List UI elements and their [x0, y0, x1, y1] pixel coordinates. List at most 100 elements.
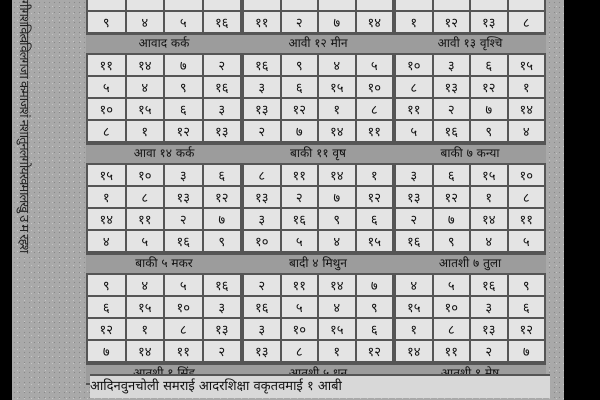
square-cell — [203, 0, 240, 10]
square-cell: ९ — [319, 209, 355, 229]
square-cell: ८ — [88, 121, 125, 141]
square-cell — [244, 0, 280, 10]
square-cell: ६ — [88, 297, 125, 317]
square-cell: ७ — [356, 275, 392, 295]
square-cell — [508, 0, 544, 10]
square-cell: ४ — [508, 121, 544, 141]
square-cell: १ — [396, 319, 432, 339]
square-cell: ६ — [281, 77, 317, 97]
square-cell: ७ — [88, 341, 125, 361]
square-cell: २ — [244, 275, 280, 295]
square-cell: ४ — [126, 275, 163, 295]
square-cell: १२ — [281, 99, 317, 119]
square-cell: ७ — [319, 187, 355, 207]
square-cell: १३ — [471, 319, 507, 339]
square-cell — [471, 0, 507, 10]
square-cell: ७ — [281, 121, 317, 141]
square-cell: ११ — [244, 12, 280, 32]
square-cell: ३ — [244, 77, 280, 97]
square-cell: २ — [244, 121, 280, 141]
square-cell: १६ — [203, 77, 240, 97]
square-cell: १२ — [356, 187, 392, 207]
square-cell: ३ — [396, 165, 432, 185]
magic-squares-grid: ९ ४ ५ १६ ११ २ ७ १४ १ १२ १३ ८ आवाद कर्क आवी १२ मीन आवी … — [86, 0, 548, 400]
square-cell: १६ — [281, 209, 317, 229]
square-cell: १२ — [433, 12, 469, 32]
square-cell: १४ — [319, 275, 355, 295]
square-cell: १३ — [244, 99, 280, 119]
square-cell: २ — [433, 99, 469, 119]
square-cell: १६ — [396, 231, 432, 251]
square-cell: १ — [319, 99, 355, 119]
square-cell: २ — [203, 55, 240, 75]
bottom-text: आदिनवुनचोली समराई आदरशिक्षा वकृतवमाई १ आ… — [90, 374, 550, 398]
square-cell: ११ — [281, 165, 317, 185]
square-cell: १३ — [433, 77, 469, 97]
square-heading: आवाद कर्क — [86, 33, 242, 55]
square-cell: १ — [508, 77, 544, 97]
square-cell: ३ — [433, 55, 469, 75]
square-cell: ८ — [508, 12, 544, 32]
square-cell — [281, 0, 317, 10]
square-cell: १४ — [126, 341, 163, 361]
square-cell: १६ — [165, 231, 202, 251]
square-cell: १२ — [471, 77, 507, 97]
square-cell: ८ — [433, 319, 469, 339]
square-cell: ४ — [319, 297, 355, 317]
square-cell: १६ — [203, 12, 240, 32]
square-cell: ७ — [165, 55, 202, 75]
square-cell: ९ — [165, 77, 202, 97]
square-heading: बाकी ११ वृष — [242, 143, 394, 165]
square-cell — [396, 0, 432, 10]
square-cell: १२ — [203, 187, 240, 207]
square-cell: १४ — [88, 209, 125, 229]
square-cell: ४ — [126, 12, 163, 32]
square-cell: १३ — [471, 12, 507, 32]
square-cell: ९ — [471, 121, 507, 141]
square-cell: १० — [126, 165, 163, 185]
square-cell: १० — [356, 77, 392, 97]
top-partial-square: ११ २ ७ १४ — [242, 0, 394, 34]
magic-square: ८ ११ १४ १ १३ २ ७ १२ ३ १६ ९ ६ १० ५ ४ १५ — [242, 163, 394, 253]
square-heading: बाकी ५ मकर — [86, 253, 242, 275]
square-cell: ९ — [88, 12, 125, 32]
square-cell — [165, 0, 202, 10]
top-partial-square: १ १२ १३ ८ — [394, 0, 546, 34]
square-cell: १२ — [88, 319, 125, 339]
square-cell: १ — [471, 187, 507, 207]
square-cell: ७ — [508, 341, 544, 361]
square-cell: ३ — [244, 319, 280, 339]
square-cell: ५ — [165, 12, 202, 32]
square-cell: २ — [281, 187, 317, 207]
square-cell: ६ — [471, 55, 507, 75]
square-cell: १५ — [319, 77, 355, 97]
square-cell: ४ — [319, 55, 355, 75]
magic-square: १० ३ ६ १५ ८ १३ १२ १ ११ २ ७ १४ ५ १६ ९ ४ — [394, 53, 546, 143]
square-cell — [319, 0, 355, 10]
magic-square: २ ११ १४ ७ १६ ५ ४ ९ ३ १० १५ ६ १३ ८ १ १२ — [242, 273, 394, 363]
square-cell: ४ — [471, 231, 507, 251]
square-cell: ११ — [396, 99, 432, 119]
square-cell: १५ — [356, 231, 392, 251]
square-cell: १० — [396, 55, 432, 75]
square-cell: ७ — [203, 209, 240, 229]
square-cell: १ — [356, 165, 392, 185]
square-cell: ११ — [356, 121, 392, 141]
square-cell — [88, 0, 125, 10]
square-cell: १६ — [244, 55, 280, 75]
square-cell: ६ — [203, 165, 240, 185]
square-cell: १२ — [433, 187, 469, 207]
square-cell: १६ — [433, 121, 469, 141]
margin-text: गीगशवित्वविलगजा कमाजशं नशातुनलगोयरवमालखु… — [16, 0, 31, 253]
square-cell: १ — [396, 12, 432, 32]
square-cell: १५ — [88, 165, 125, 185]
square-cell: ५ — [126, 231, 163, 251]
square-cell: ६ — [433, 165, 469, 185]
square-cell: १५ — [126, 297, 163, 317]
square-cell: ८ — [244, 165, 280, 185]
square-cell: ५ — [508, 231, 544, 251]
square-cell: १ — [319, 341, 355, 361]
square-cell: ११ — [165, 341, 202, 361]
magic-square: १५ १० ३ ६ १ ८ १३ १२ १४ ११ २ ७ ४ ५ १६ ९ — [86, 163, 242, 253]
square-cell: १२ — [508, 319, 544, 339]
